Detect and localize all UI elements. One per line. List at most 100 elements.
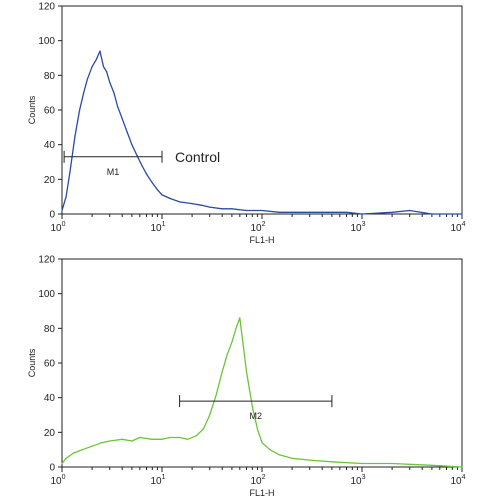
histogram-point bbox=[391, 462, 393, 465]
histogram-point bbox=[245, 209, 248, 212]
y-tick-label: 80 bbox=[44, 324, 56, 335]
y-tick-label: 120 bbox=[38, 2, 55, 13]
histogram-point bbox=[279, 454, 281, 456]
histogram-point bbox=[81, 449, 83, 451]
histogram-point bbox=[126, 131, 128, 134]
histogram-point bbox=[101, 442, 103, 444]
histogram-point bbox=[309, 211, 311, 213]
histogram-point bbox=[361, 213, 363, 215]
plot-frame bbox=[61, 258, 463, 468]
x-tick-label: 103 bbox=[350, 221, 365, 234]
histogram-point bbox=[95, 59, 97, 61]
histogram-point bbox=[261, 442, 263, 444]
gate-label: M1 bbox=[107, 167, 120, 177]
y-tick-label: 40 bbox=[44, 393, 56, 404]
histogram-point bbox=[169, 197, 171, 199]
histogram-point bbox=[179, 436, 181, 439]
histogram-point bbox=[109, 81, 111, 83]
x-tick-label: 102 bbox=[250, 474, 265, 487]
gate-marker: M2 bbox=[179, 395, 333, 421]
histogram-point bbox=[226, 353, 228, 355]
histogram-point bbox=[251, 405, 253, 407]
y-tick-label: 100 bbox=[38, 36, 55, 47]
histogram-point bbox=[69, 171, 71, 173]
histogram-point bbox=[461, 213, 463, 215]
x-tick-label: 104 bbox=[450, 474, 465, 487]
y-tick-label: 0 bbox=[49, 463, 55, 474]
x-axis-title: FL1-H bbox=[249, 235, 274, 245]
annotation-label: Control bbox=[175, 149, 220, 165]
histogram-point bbox=[202, 428, 205, 430]
histogram-point bbox=[121, 438, 123, 440]
histogram-point bbox=[409, 209, 411, 212]
x-tick-label: 101 bbox=[150, 221, 165, 234]
histogram-point bbox=[231, 208, 233, 210]
histogram-point bbox=[91, 66, 93, 68]
histogram-point bbox=[113, 92, 115, 94]
histogram-point bbox=[235, 327, 237, 329]
histogram-point bbox=[201, 204, 203, 206]
histogram-point bbox=[261, 209, 263, 212]
histogram-point bbox=[279, 211, 281, 213]
histogram-point bbox=[195, 435, 197, 437]
histogram-point bbox=[239, 317, 241, 319]
histogram-line bbox=[61, 50, 462, 215]
histogram-point bbox=[156, 189, 158, 191]
y-tick-label: 100 bbox=[38, 289, 55, 300]
histogram-point bbox=[309, 459, 311, 461]
histogram-point bbox=[215, 393, 217, 395]
histogram-point bbox=[191, 203, 193, 205]
y-tick-label: 20 bbox=[44, 175, 56, 186]
histogram-point bbox=[83, 92, 85, 94]
histogram-point bbox=[109, 440, 111, 442]
histogram-point bbox=[136, 154, 138, 156]
y-tick-label: 60 bbox=[44, 106, 56, 117]
histogram-point bbox=[209, 206, 211, 208]
histogram-point bbox=[209, 414, 211, 416]
x-tick-label: 104 bbox=[450, 221, 465, 234]
histogram-point bbox=[151, 438, 153, 440]
histogram-point bbox=[99, 50, 101, 52]
histogram-point bbox=[256, 428, 258, 430]
histogram-point bbox=[291, 211, 293, 213]
histogram-point bbox=[221, 208, 223, 210]
histogram-point bbox=[461, 466, 463, 468]
histogram-point bbox=[61, 209, 63, 212]
histogram-point bbox=[231, 341, 233, 343]
histogram-point bbox=[169, 436, 171, 439]
y-tick-label: 120 bbox=[38, 255, 55, 266]
gate-label: M2 bbox=[249, 411, 262, 421]
histogram-point bbox=[79, 109, 81, 111]
x-tick-label: 100 bbox=[50, 474, 65, 487]
histogram-point bbox=[65, 457, 67, 459]
histogram-point bbox=[131, 440, 133, 442]
histogram-point bbox=[139, 436, 141, 439]
histogram-point bbox=[269, 449, 271, 451]
x-tick-label: 101 bbox=[150, 474, 165, 487]
y-tick-label: 60 bbox=[44, 359, 56, 370]
histogram-point bbox=[65, 196, 67, 198]
histogram-point bbox=[106, 71, 108, 73]
x-tick-label: 102 bbox=[250, 221, 265, 234]
plot-frame bbox=[61, 5, 463, 215]
chart-panel-top: 0 20 40 60 80 100 120 100 101 102 103 104 Counts FL1-… bbox=[27, 2, 466, 246]
histogram-point bbox=[431, 213, 433, 215]
y-tick-label: 20 bbox=[44, 428, 56, 439]
histogram-point bbox=[291, 457, 293, 459]
histogram-point bbox=[121, 118, 123, 120]
histogram-point bbox=[72, 452, 74, 454]
histogram-point bbox=[102, 66, 105, 68]
y-tick-label: 40 bbox=[44, 140, 56, 151]
histogram-point bbox=[331, 211, 333, 213]
x-axis-title: FL1-H bbox=[249, 488, 274, 498]
histogram-point bbox=[117, 105, 119, 108]
chart-panel-bottom: 0 20 40 60 80 100 120 100 101 102 103 104 Counts FL1-… bbox=[27, 255, 466, 499]
histogram-point bbox=[91, 445, 93, 447]
histogram-point bbox=[131, 144, 133, 146]
histogram-point bbox=[74, 135, 76, 137]
gate-marker: M1 bbox=[63, 150, 163, 177]
histogram-point bbox=[151, 182, 153, 184]
y-axis-title: Counts bbox=[27, 348, 37, 377]
histogram-point bbox=[245, 371, 248, 373]
